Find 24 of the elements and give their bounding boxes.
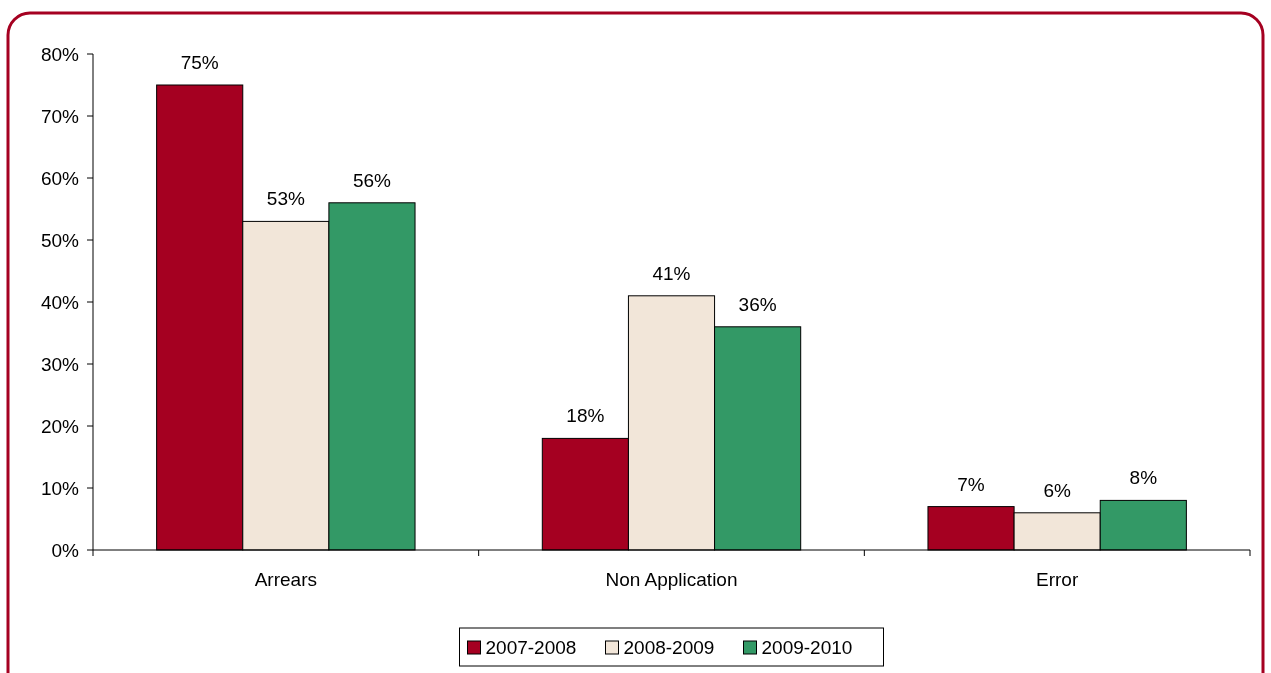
y-tick-label: 20% (40, 415, 80, 437)
data-label: 7% (957, 473, 985, 495)
y-tick-label: 80% (40, 43, 80, 65)
data-label: 56% (352, 169, 392, 191)
data-label: 8% (1129, 467, 1158, 489)
legend-label: 2007-2008 (485, 636, 577, 658)
data-label: 18% (566, 405, 605, 427)
y-tick-label: 10% (40, 477, 80, 499)
data-label: 36% (738, 293, 777, 315)
y-tick-label: 0% (51, 539, 80, 561)
legend-label: 2008-2009 (623, 636, 715, 658)
y-tick-label: 40% (40, 291, 80, 313)
x-tick-label: Non Application (605, 569, 738, 590)
x-tick-label: Error (1036, 569, 1079, 590)
y-tick-label: 70% (40, 105, 80, 127)
y-tick-label: 60% (40, 167, 80, 189)
legend-label: 2009-2010 (761, 636, 853, 658)
y-tick-label: 50% (40, 229, 80, 251)
data-label: 75% (180, 52, 219, 73)
data-label: 53% (266, 188, 305, 210)
data-label: 41% (652, 262, 691, 284)
x-tick-label: Arrears (254, 569, 317, 590)
y-tick-label: 30% (40, 353, 80, 375)
data-label: 6% (1043, 479, 1071, 501)
